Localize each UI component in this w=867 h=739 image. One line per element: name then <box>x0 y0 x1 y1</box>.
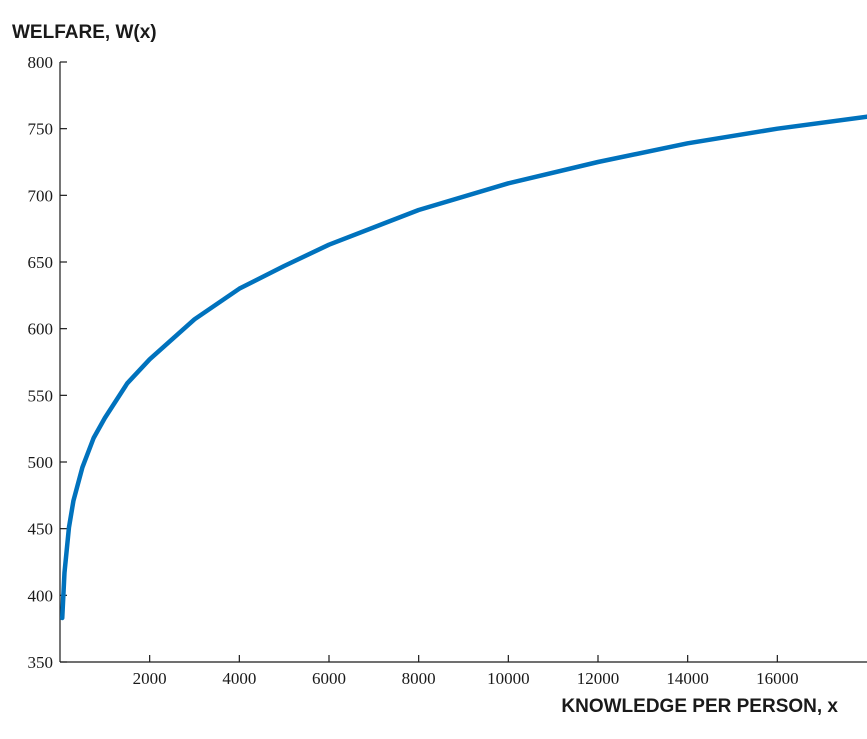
series-line <box>59 114 867 621</box>
y-tick-label: 550 <box>28 386 54 405</box>
x-ticks: 2000 4000 6000 8000 10000 12000 14000 16000 <box>133 655 799 688</box>
y-tick-label: 400 <box>28 586 54 605</box>
y-tick-label: 350 <box>28 653 54 672</box>
x-tick-label: 10000 <box>487 669 530 688</box>
x-tick-label: 2000 <box>133 669 167 688</box>
y-axis-label: WELFARE, W(x) <box>12 22 157 43</box>
y-tick-label: 450 <box>28 520 54 539</box>
series-group <box>59 114 867 621</box>
y-ticks: 350 400 450 500 550 600 650 700 750 800 <box>28 53 67 672</box>
y-tick-label: 750 <box>28 120 54 139</box>
y-tick-label: 800 <box>28 53 54 72</box>
x-tick-label: 8000 <box>402 669 436 688</box>
x-tick-label: 4000 <box>222 669 256 688</box>
x-tick-label: 14000 <box>666 669 709 688</box>
x-tick-label: 16000 <box>756 669 799 688</box>
y-tick-label: 600 <box>28 320 54 339</box>
x-axis-label: KNOWLEDGE PER PERSON, x <box>561 696 838 717</box>
y-tick-label: 650 <box>28 253 54 272</box>
x-tick-label: 12000 <box>577 669 620 688</box>
y-tick-label: 500 <box>28 453 54 472</box>
y-tick-label: 700 <box>28 186 54 205</box>
x-tick-label: 6000 <box>312 669 346 688</box>
